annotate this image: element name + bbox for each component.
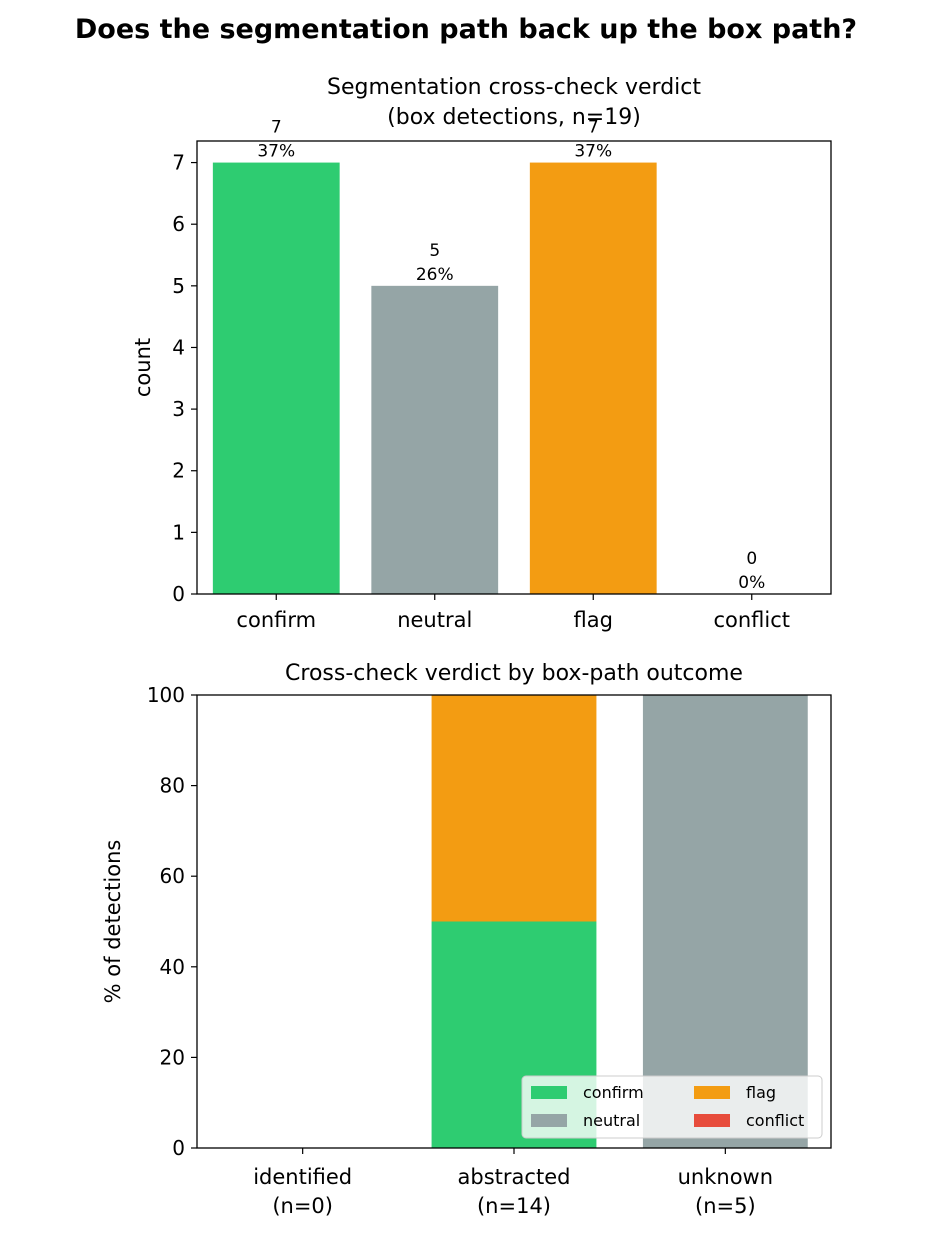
y-tick-label: 100 (147, 683, 185, 707)
y-tick-label: 3 (172, 397, 185, 421)
x-tick-label-unknown: unknown (n=5) (678, 1165, 773, 1218)
bar-confirm (212, 162, 340, 595)
legend-swatch-confirm (531, 1086, 567, 1099)
y-tick-label: 1 (172, 520, 185, 544)
bar-label-conflict: 0 0% (738, 549, 765, 593)
bar-label-confirm: 7 37% (257, 118, 295, 162)
y-tick-label: 6 (172, 212, 185, 236)
y-tick-label: 5 (172, 274, 185, 298)
y-tick-label: 80 (160, 774, 185, 798)
y-tick-label: 2 (172, 459, 185, 483)
stack-unknown-neutral (642, 695, 808, 1148)
y-tick-label: 0 (172, 582, 185, 606)
figure-suptitle: Does the segmentation path back up the b… (74, 14, 858, 45)
y-tick-label: 60 (160, 864, 185, 888)
legend-swatch-conflict (694, 1114, 730, 1127)
x-tick-label-flag: flag (574, 608, 613, 632)
y-tick-label: 4 (172, 335, 185, 359)
x-tick-label-conflict: conflict (713, 608, 790, 632)
chart1-frame (196, 140, 832, 595)
bar-label-flag: 7 37% (574, 118, 612, 162)
x-tick-label-abstracted: abstracted (n=14) (458, 1165, 571, 1218)
x-tick-label-identified: identified (n=0) (253, 1165, 352, 1218)
chart1-title: Segmentation cross-check verdict (box det… (327, 75, 701, 130)
bar-flag (529, 162, 657, 595)
legend-swatch-flag (694, 1086, 730, 1099)
stack-abstracted-flag (431, 695, 597, 922)
y-tick-label: 0 (172, 1136, 185, 1160)
legend-label-conflict: conflict (746, 1111, 804, 1130)
legend-label-flag: flag (746, 1083, 776, 1102)
bar-label-neutral: 5 26% (416, 241, 454, 285)
chart1-ylabel: count (131, 338, 155, 397)
legend-swatch-neutral (531, 1114, 567, 1127)
legend-label-confirm: confirm (583, 1083, 644, 1102)
legend-label-neutral: neutral (583, 1111, 640, 1130)
chart2-title: Cross-check verdict by box-path outcome (285, 661, 743, 686)
x-tick-label-neutral: neutral (397, 608, 472, 632)
bar-neutral (371, 285, 499, 594)
chart2-ylabel: % of detections (101, 840, 125, 1004)
y-tick-label: 40 (160, 955, 185, 979)
legend-box (521, 1075, 823, 1139)
y-tick-label: 20 (160, 1045, 185, 1069)
x-tick-label-confirm: confirm (236, 608, 316, 632)
y-tick-label: 7 (172, 151, 185, 175)
